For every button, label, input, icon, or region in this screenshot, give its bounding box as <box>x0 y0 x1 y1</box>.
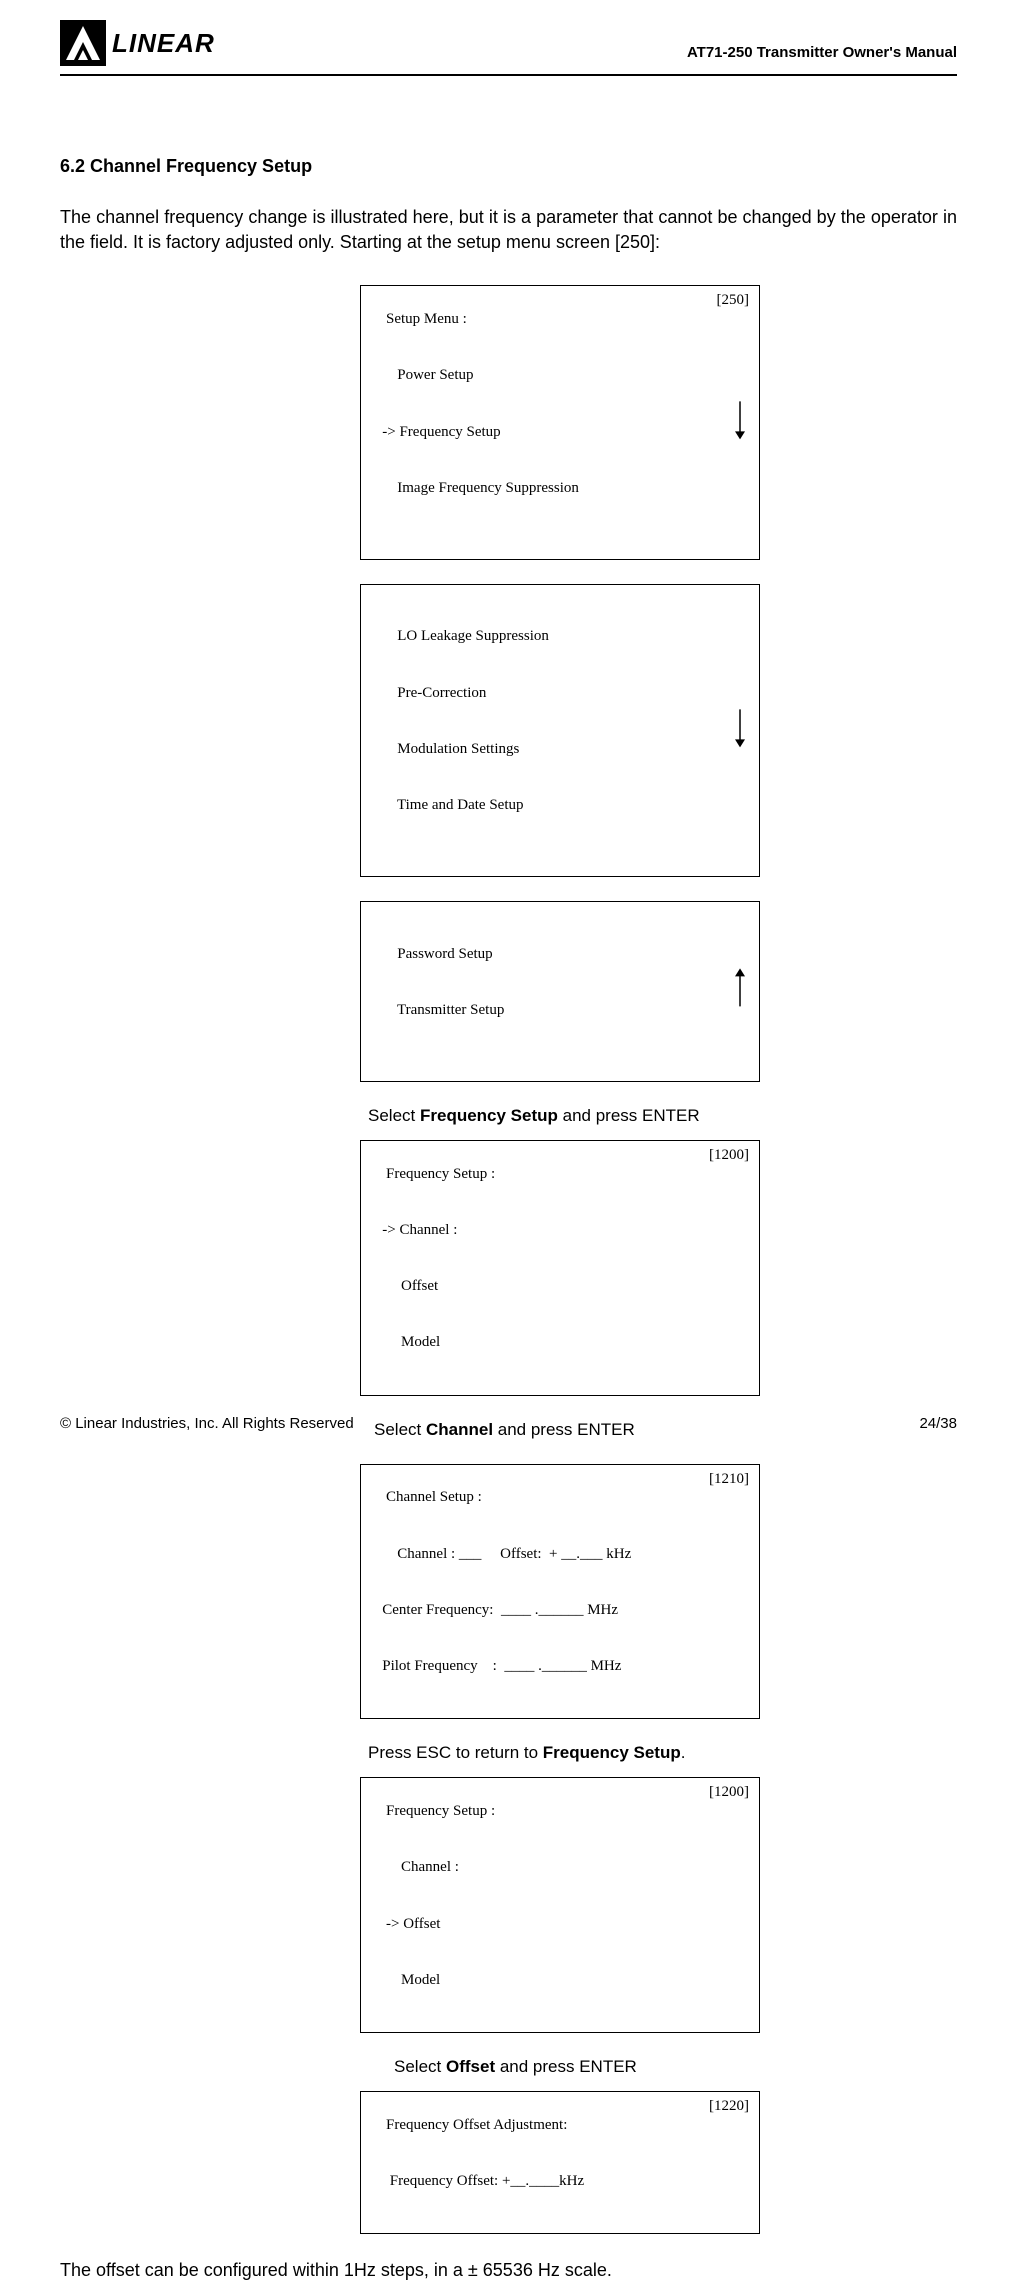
instr-text: . <box>681 1743 686 1762</box>
manual-title: AT71-250 Transmitter Owner's Manual <box>687 44 957 61</box>
menu-line: Pre-Correction <box>371 684 749 703</box>
menu-line: LO Leakage Suppression <box>371 627 749 646</box>
page-header: LINEAR AT71-250 Transmitter Owner's Manu… <box>60 20 957 66</box>
menu-line: -> Offset <box>371 1915 749 1934</box>
closing-paragraph: The offset can be configured within 1Hz … <box>60 2258 957 2283</box>
menu-line: Frequency Offset: +__.____kHz <box>371 2172 749 2191</box>
menu-line: Pilot Frequency : ____ .______ MHz <box>371 1657 749 1676</box>
screen-frequency-setup-2: Frequency Setup : [1200] Channel : -> Of… <box>360 1777 760 2033</box>
instruction-3: Press ESC to return to Frequency Setup. <box>368 1743 760 1763</box>
header-divider <box>60 74 957 76</box>
logo-mark-icon <box>60 20 106 66</box>
instruction-1: Select Frequency Setup and press ENTER <box>368 1106 760 1126</box>
menu-line: Model <box>371 1971 749 1990</box>
page-footer: © Linear Industries, Inc. All Rights Res… <box>60 1415 957 1432</box>
menu-line: Center Frequency: ____ .______ MHz <box>371 1601 749 1620</box>
instr-text: Press ESC to return to <box>368 1743 543 1762</box>
footer-page-number: 24/38 <box>919 1415 957 1432</box>
intro-paragraph: The channel frequency change is illustra… <box>60 205 957 255</box>
screen-title: Channel Setup : <box>386 1489 482 1505</box>
screen-code: [250] <box>717 291 750 310</box>
instr-bold: Frequency Setup <box>420 1106 558 1125</box>
menu-line: Channel : <box>371 1858 749 1877</box>
menu-line: Power Setup <box>371 366 749 385</box>
menu-line: Transmitter Setup <box>371 1001 749 1020</box>
menu-line: Channel : ___ Offset: + __.___ kHz <box>371 1545 749 1564</box>
menu-line: -> Frequency Setup <box>371 423 749 442</box>
arrow-up-icon <box>711 950 748 1033</box>
instr-text: Select <box>394 2057 446 2076</box>
screen-code: [1210] <box>709 1470 749 1489</box>
instr-text: and press ENTER <box>558 1106 700 1125</box>
menu-line: Image Frequency Suppression <box>371 479 749 498</box>
menu-line: -> Channel : <box>371 1221 749 1240</box>
screen-title: Setup Menu : <box>386 311 467 327</box>
screen-offset-adjustment: Frequency Offset Adjustment: [1220] Freq… <box>360 2091 760 2234</box>
screen-title: Frequency Offset Adjustment: <box>386 2117 567 2133</box>
instr-bold: Offset <box>446 2057 495 2076</box>
logo: LINEAR <box>60 20 215 66</box>
screen-code: [1200] <box>709 1146 749 1165</box>
instr-bold: Frequency Setup <box>543 1743 681 1762</box>
instruction-4: Select Offset and press ENTER <box>394 2057 760 2077</box>
screen-setup-menu-2: LO Leakage Suppression Pre-Correction Mo… <box>360 584 760 877</box>
menu-line: Modulation Settings <box>371 740 749 759</box>
footer-copyright: © Linear Industries, Inc. All Rights Res… <box>60 1415 354 1432</box>
screen-title: Frequency Setup : <box>386 1803 495 1819</box>
screens-column: Setup Menu : [250] Power Setup -> Freque… <box>360 285 760 2234</box>
menu-line: Model <box>371 1333 749 1352</box>
instr-text: and press ENTER <box>495 2057 637 2076</box>
screen-title: Frequency Setup : <box>386 1166 495 1182</box>
screen-channel-setup: Channel Setup : [1210] Channel : ___ Off… <box>360 1464 760 1720</box>
screen-code: [1220] <box>709 2097 749 2116</box>
section-title: 6.2 Channel Frequency Setup <box>60 156 957 177</box>
instr-text: Select <box>368 1106 420 1125</box>
logo-text: LINEAR <box>112 28 215 59</box>
screen-setup-menu: Setup Menu : [250] Power Setup -> Freque… <box>360 285 760 560</box>
arrow-down-icon <box>711 381 748 464</box>
menu-line: Offset <box>371 1277 749 1296</box>
menu-line: Time and Date Setup <box>371 796 749 815</box>
screen-setup-menu-3: Password Setup Transmitter Setup <box>360 901 760 1082</box>
screen-frequency-setup: Frequency Setup : [1200] -> Channel : Of… <box>360 1140 760 1396</box>
menu-line: Password Setup <box>371 945 749 964</box>
screen-code: [1200] <box>709 1783 749 1802</box>
arrow-down-icon <box>711 689 748 772</box>
